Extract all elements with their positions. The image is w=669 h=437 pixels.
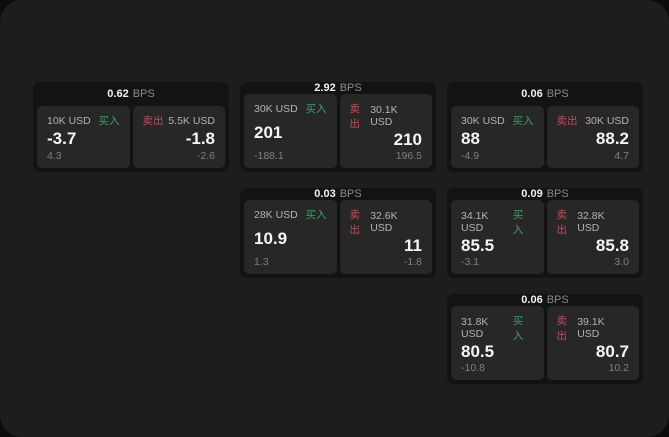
sell-sub-value: -2.6 <box>196 150 215 162</box>
quote-card-body: 34.1K USD 买入 85.5 -3.1 卖出 32.8K USD 85.8… <box>447 200 643 278</box>
sell-amount: 30K USD <box>585 114 629 127</box>
sell-amount: 5.5K USD <box>168 114 215 127</box>
quote-card: 0.09 BPS 34.1K USD 买入 85.5 -3.1 卖出 32.8K… <box>447 188 643 278</box>
buy-tag: 买入 <box>512 115 534 127</box>
buy-price: 10.9 <box>254 228 288 248</box>
sell-sub-value: 196.5 <box>395 150 422 162</box>
buy-tile[interactable]: 28K USD 买入 10.9 1.3 <box>244 200 337 274</box>
bps-header: 0.03 BPS <box>240 188 436 200</box>
bps-unit-label: BPS <box>339 188 362 201</box>
buy-tile[interactable]: 10K USD 买入 -3.7 4.3 <box>37 106 130 168</box>
buy-sub-value: -3.1 <box>461 256 480 268</box>
bps-value: 0.09 <box>521 188 543 201</box>
quote-card-body: 10K USD 买入 -3.7 4.3 卖出 5.5K USD -1.8 -2.… <box>33 106 229 172</box>
buy-sub-value: 1.3 <box>254 256 269 268</box>
bps-value: 0.06 <box>521 88 543 100</box>
quote-card-grid: 0.62 BPS 10K USD 买入 -3.7 4.3 卖出 5.5K USD <box>33 82 643 384</box>
bps-value: 0.03 <box>314 188 336 201</box>
sell-amount: 32.8K USD <box>577 210 605 235</box>
buy-tile[interactable]: 30K USD 买入 201 -188.1 <box>244 94 337 168</box>
buy-amount: 30K USD <box>461 114 505 127</box>
sell-tile[interactable]: 卖出 30.1K USD 210 196.5 <box>339 94 432 168</box>
buy-sub-value: 4.3 <box>47 150 62 162</box>
bps-value: 2.92 <box>314 82 336 95</box>
quote-card-body: 31.8K USD 买入 80.5 -10.8 卖出 39.1K USD 80.… <box>447 306 643 384</box>
buy-price: -3.7 <box>47 128 77 148</box>
buy-amount: 30K USD <box>254 102 298 115</box>
bps-header: 0.06 BPS <box>447 294 643 306</box>
buy-tag: 买入 <box>512 315 524 343</box>
sell-tile[interactable]: 卖出 32.8K USD 85.8 3.0 <box>546 200 639 274</box>
quote-card-body: 30K USD 买入 201 -188.1 卖出 30.1K USD 210 1… <box>240 94 436 172</box>
sell-price: -1.8 <box>185 128 215 148</box>
sell-tag: 卖出 <box>142 115 164 127</box>
buy-amount: 10K USD <box>47 114 91 127</box>
buy-tag: 买入 <box>98 115 120 127</box>
sell-tile[interactable]: 卖出 39.1K USD 80.7 10.2 <box>546 306 639 380</box>
buy-tag: 买入 <box>512 209 524 237</box>
quote-card: 0.06 BPS 30K USD 买入 88 -4.9 卖出 30K USD <box>447 82 643 172</box>
bps-header: 0.62 BPS <box>33 82 229 106</box>
bps-header: 2.92 BPS <box>240 82 436 94</box>
buy-tile[interactable]: 34.1K USD 买入 85.5 -3.1 <box>451 200 544 274</box>
sell-tag: 卖出 <box>556 209 568 237</box>
sell-tag: 卖出 <box>349 103 361 131</box>
buy-sub-value: -188.1 <box>254 150 284 162</box>
bps-header: 0.09 BPS <box>447 188 643 200</box>
sell-sub-value: -1.8 <box>403 256 422 268</box>
quote-card: 2.92 BPS 30K USD 买入 201 -188.1 卖出 30.1K … <box>240 82 436 172</box>
buy-amount: 31.8K USD <box>461 316 489 341</box>
buy-tile[interactable]: 30K USD 买入 88 -4.9 <box>451 106 544 168</box>
buy-sub-value: -10.8 <box>461 362 485 374</box>
buy-tag: 买入 <box>305 103 327 116</box>
bps-unit-label: BPS <box>339 82 362 95</box>
sell-amount: 39.1K USD <box>577 316 605 341</box>
sell-amount: 32.6K USD <box>370 210 398 235</box>
sell-tag: 卖出 <box>556 115 578 127</box>
buy-amount: 28K USD <box>254 208 298 221</box>
quote-card: 0.03 BPS 28K USD 买入 10.9 1.3 卖出 32.6K US… <box>240 188 436 278</box>
buy-tag: 买入 <box>305 209 327 222</box>
sell-price: 11 <box>404 236 422 256</box>
sell-tag: 卖出 <box>556 315 568 343</box>
bps-unit-label: BPS <box>546 294 569 307</box>
buy-price: 201 <box>254 122 283 142</box>
quote-card: 0.62 BPS 10K USD 买入 -3.7 4.3 卖出 5.5K USD <box>33 82 229 172</box>
sell-price: 210 <box>393 130 422 150</box>
buy-price: 80.5 <box>461 342 495 362</box>
sell-tile[interactable]: 卖出 32.6K USD 11 -1.8 <box>339 200 432 274</box>
bps-unit-label: BPS <box>546 188 569 201</box>
sell-sub-value: 4.7 <box>614 150 629 162</box>
quote-card: 0.06 BPS 31.8K USD 买入 80.5 -10.8 卖出 39.1… <box>447 294 643 384</box>
buy-price: 88 <box>461 128 480 148</box>
bps-value: 0.06 <box>521 294 543 307</box>
sell-price: 80.7 <box>595 342 629 362</box>
buy-tile[interactable]: 31.8K USD 买入 80.5 -10.8 <box>451 306 544 380</box>
quote-card-body: 30K USD 买入 88 -4.9 卖出 30K USD 88.2 4.7 <box>447 106 643 172</box>
buy-price: 85.5 <box>461 236 495 256</box>
sell-price: 88.2 <box>595 128 629 148</box>
bps-value: 0.62 <box>107 88 129 100</box>
sell-tag: 卖出 <box>349 209 361 237</box>
buy-sub-value: -4.9 <box>461 150 480 162</box>
sell-sub-value: 3.0 <box>614 256 629 268</box>
sell-price: 85.8 <box>595 236 629 256</box>
bps-unit-label: BPS <box>546 88 569 100</box>
sell-tile[interactable]: 卖出 5.5K USD -1.8 -2.6 <box>132 106 225 168</box>
quote-card-body: 28K USD 买入 10.9 1.3 卖出 32.6K USD 11 -1.8 <box>240 200 436 278</box>
sell-amount: 30.1K USD <box>370 104 398 129</box>
buy-amount: 34.1K USD <box>461 210 489 235</box>
sell-tile[interactable]: 卖出 30K USD 88.2 4.7 <box>546 106 639 168</box>
sell-sub-value: 10.2 <box>608 362 629 374</box>
bps-unit-label: BPS <box>132 88 155 100</box>
bps-header: 0.06 BPS <box>447 82 643 106</box>
